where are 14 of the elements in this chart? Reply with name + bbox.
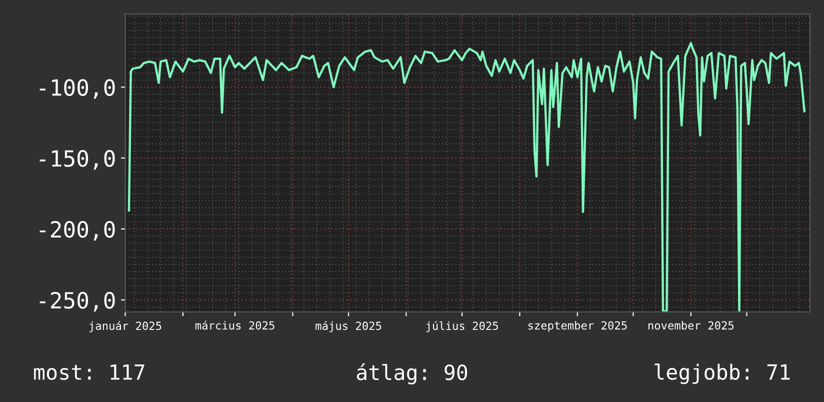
- text: átlag: 90: [356, 363, 468, 384]
- x-tick-label: július 2025: [426, 320, 498, 332]
- y-tick-label: -100,0: [40, 79, 115, 99]
- line-series: [128, 42, 806, 312]
- y-tick-label: -200,0: [40, 220, 115, 241]
- x-tick-label: március 2025: [195, 320, 274, 330]
- y-tick-label: -250,0: [40, 292, 115, 312]
- text: legjobb: 71: [654, 364, 790, 384]
- text: most: 117: [34, 364, 144, 380]
- x-tick-label: november 2025: [648, 321, 734, 330]
- x-tick-label: szeptember 2025: [528, 321, 627, 332]
- x-tick-label: január 2025: [89, 320, 162, 332]
- x-tick-label: május 2025: [316, 320, 382, 332]
- y-tick-label: -150,0: [40, 150, 115, 170]
